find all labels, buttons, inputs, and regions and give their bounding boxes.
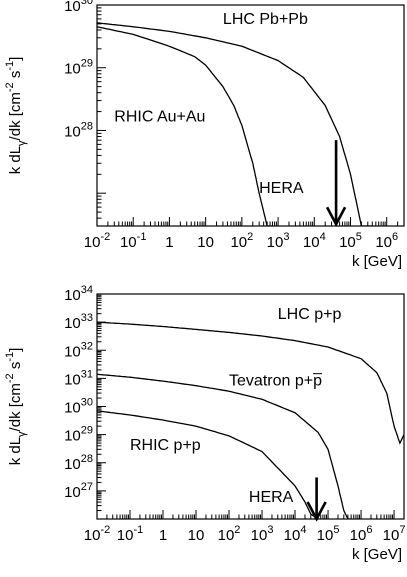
x-tick-label: 10-2 — [84, 231, 110, 251]
x-tick-label: 105 — [339, 231, 362, 251]
x-tick-label: 104 — [303, 231, 326, 251]
y-axis-label: k dLγ/dk [cm-2 s-1] — [4, 57, 28, 175]
x-tick-label: 105 — [317, 524, 340, 544]
y-tick-label: 1030 — [64, 0, 93, 15]
series-line-rhic-p-p — [97, 410, 319, 519]
hera-arrow-head — [306, 501, 327, 522]
annotation-rhic-p-p: RHIC p+p — [130, 437, 201, 454]
annotation-lhc-p-p: LHC p+p — [278, 306, 342, 323]
annotation-hera: HERA — [249, 489, 294, 506]
x-tick-label: 107 — [383, 524, 406, 544]
panel-top: 10-2 10-1 1 10 102 103 104 105 106 1028 1029 1030 k … — [4, 0, 405, 270]
x-tick-label: 1 — [159, 527, 167, 544]
x-tick-label: 1 — [165, 234, 173, 251]
series-line-lhc-pb-pb — [97, 22, 373, 226]
y-tick-label: 1031 — [64, 368, 93, 388]
x-axis-label: k [GeV] — [352, 253, 402, 270]
annotation-hera: HERA — [259, 180, 304, 197]
y-tick-label: 1028 — [64, 120, 93, 140]
x-tick-label: 10-1 — [120, 231, 146, 251]
x-tick-label: 104 — [284, 524, 307, 544]
x-tick-label: 10-1 — [117, 524, 143, 544]
y-tick-label: 1029 — [64, 58, 93, 78]
plot-frame — [96, 293, 405, 520]
x-tick-label: 103 — [251, 524, 274, 544]
y-tick-label: 1032 — [64, 340, 93, 360]
y-tick-label: 1033 — [64, 312, 93, 332]
x-tick-label: 103 — [267, 231, 290, 251]
x-tick-label: 10 — [188, 527, 205, 544]
y-tick-label: 1030 — [64, 397, 93, 417]
y-axis-label: k dLγ/dk [cm-2 s-1] — [4, 348, 28, 466]
series-line-rhic-au-au — [97, 26, 273, 226]
x-tick-label: 10 — [197, 234, 214, 251]
x-tick-label: 102 — [218, 524, 241, 544]
plot-frame — [96, 4, 405, 227]
x-axis-label: k [GeV] — [352, 546, 402, 563]
y-tick-label: 1029 — [64, 425, 93, 445]
y-tick-label: 1028 — [64, 453, 93, 473]
series-line-lhc-p-p — [97, 321, 404, 445]
x-tick-label: 106 — [350, 524, 373, 544]
x-tick-label: 106 — [375, 231, 398, 251]
annotation-rhic-au-au: RHIC Au+Au — [114, 108, 205, 125]
annotation-lhc-pb-pb: LHC Pb+Pb — [223, 11, 308, 28]
y-tick-label: 1034 — [64, 284, 93, 304]
series-line-tevatron-p-p- — [97, 373, 352, 519]
hera-arrow-head — [325, 206, 347, 228]
panel-bottom: 10-2 10-1 1 10 102 103 104 105 106 107 1027 1028 102… — [4, 284, 405, 563]
annotation-tevatron-p-p: Tevatron p+p — [229, 373, 322, 390]
y-tick-label: 1027 — [64, 481, 93, 501]
x-tick-label: 10-2 — [84, 524, 110, 544]
x-tick-label: 102 — [230, 231, 253, 251]
